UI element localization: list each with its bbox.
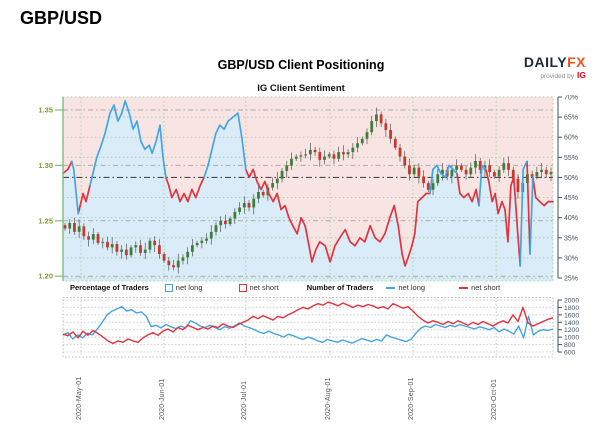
legend-pct-net-short: net short [238,283,279,292]
ig-logo: IG [577,70,586,81]
legend-pct-header: Percentage of Traders [70,283,149,292]
sentiment-price-chart: 1.35 1.30 1.25 1.20 70% 65% 60% 55% 50% 45% 40% 35%… [38,95,578,283]
svg-text:1.30: 1.30 [38,161,53,170]
svg-text:1.35: 1.35 [38,106,53,115]
svg-text:30%: 30% [564,255,578,262]
chart-legend: Percentage of Traders net long net short… [63,281,561,294]
svg-text:1.20: 1.20 [38,272,53,281]
legend-num-net-short: net short [459,283,500,292]
x-axis-label: 2020-Oct-01 [491,378,498,420]
dailyfx-logo: DAILYFX provided by IG [523,54,586,81]
net-short-square-icon [238,283,247,292]
chart-title: GBP/USD Client Positioning [217,58,385,72]
svg-text:70%: 70% [564,95,578,102]
x-axis-label: 2020-May-01 [76,376,83,420]
legend-num-net-long: net long [386,283,425,292]
svg-text:40%: 40% [564,215,578,222]
svg-text:50%: 50% [564,175,578,182]
svg-text:1600: 1600 [564,312,579,319]
svg-text:1.25: 1.25 [38,216,53,225]
logo-daily: DAILY [523,54,568,70]
svg-text:2000: 2000 [564,298,579,305]
x-axis-label: 2020-Sep-01 [408,377,415,420]
logo-provided-by: provided by IG [524,70,586,81]
svg-text:1800: 1800 [564,305,579,312]
svg-text:1000: 1000 [564,335,579,342]
legend-num-header: Number of Traders [306,283,374,292]
svg-text:1200: 1200 [564,327,579,334]
net-short-line-icon [459,286,469,289]
svg-text:35%: 35% [564,235,578,242]
svg-text:25%: 25% [564,276,578,283]
legend-num-net-long-label: net long [398,283,426,292]
page-title: GBP/USD [20,8,103,28]
x-axis-label: 2020-Jun-01 [159,378,166,420]
legend-num-net-short-label: net short [471,283,501,292]
legend-pct-net-long: net long [164,283,203,292]
legend-pct-net-long-label: net long [175,283,203,292]
svg-text:600: 600 [564,350,576,357]
chart-subtitle: IG Client Sentiment [257,83,345,94]
svg-text:800: 800 [564,342,576,349]
logo-fx: FX [567,54,586,70]
svg-text:45%: 45% [564,195,578,202]
provided-by-text: provided by [540,73,575,81]
x-axis-label: 2020-Jul-01 [241,380,248,420]
x-axis-label: 2020-Aug-01 [325,377,332,420]
net-long-square-icon [164,283,173,292]
svg-text:1400: 1400 [564,320,579,327]
svg-text:60%: 60% [564,135,578,142]
dailyfx-logo-text: DAILYFX [523,54,586,70]
legend-pct-net-short-label: net short [249,283,279,292]
net-long-line-icon [386,286,396,289]
svg-text:65%: 65% [564,115,578,122]
svg-text:55%: 55% [564,155,578,162]
